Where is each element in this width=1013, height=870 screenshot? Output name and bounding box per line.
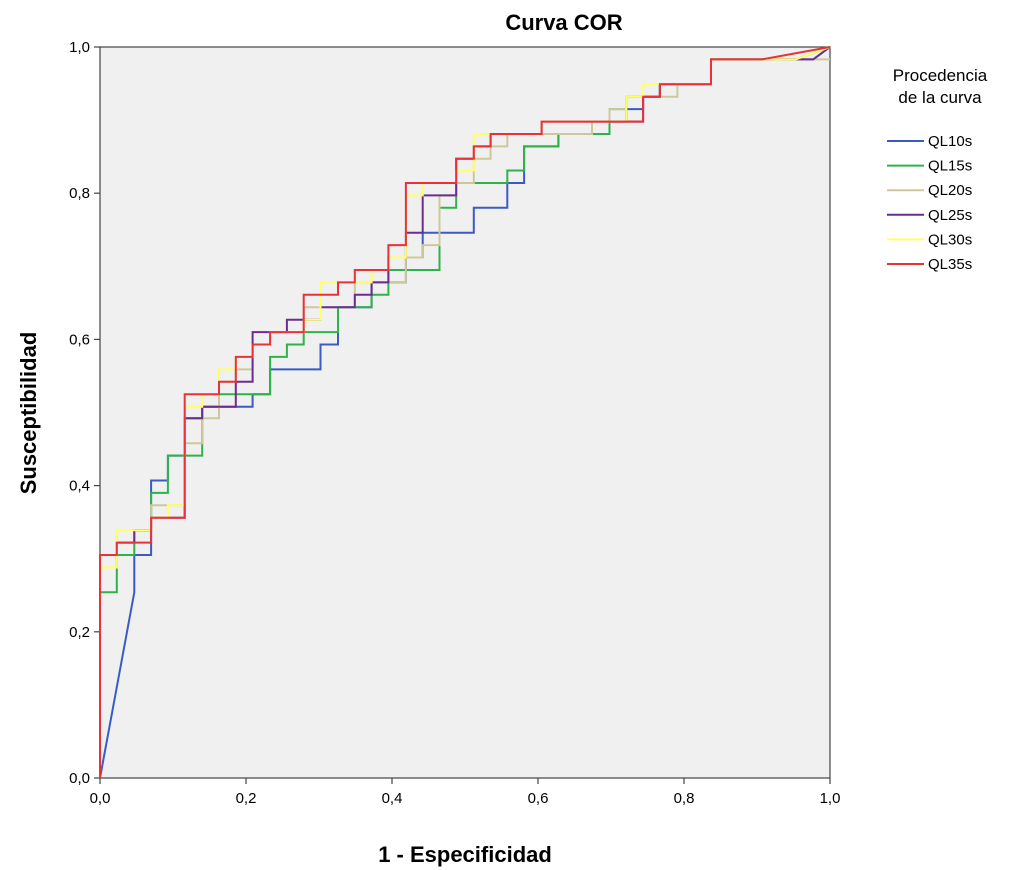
series-line-ql35s [99, 46, 831, 778]
legend-label: QL30s [928, 231, 972, 248]
y-tick-label: 0,2 [69, 624, 90, 641]
y-tick-label: 0,0 [69, 770, 90, 787]
legend-item-ql20s: QL20s [887, 182, 972, 199]
legend-label: QL25s [928, 207, 972, 224]
y-tick-label: 1,0 [69, 39, 90, 56]
legend-label: QL35s [928, 256, 972, 273]
chart-title: Curva COR [505, 10, 622, 35]
legend-title-line-2: de la curva [898, 88, 982, 107]
x-tick-label: 0,8 [674, 790, 695, 807]
x-tick-label: 0,0 [90, 790, 111, 807]
legend-label: QL15s [928, 158, 972, 175]
y-axis-label: Susceptibilidad [16, 332, 41, 495]
legend-item-ql15s: QL15s [887, 158, 972, 175]
legend-title-line-1: Procedencia [893, 66, 988, 85]
legend-label: QL10s [928, 133, 972, 150]
x-axis-label: 1 - Especificidad [378, 842, 552, 867]
legend-item-ql35s: QL35s [887, 256, 972, 273]
x-tick-label: 0,4 [382, 790, 403, 807]
axis-ticks: 0,0 0,2 0,4 0,6 0,8 1,0 0,0 0,2 0,4 0,6 0,8 1,0 [69, 39, 840, 807]
legend-items: QL10s QL15s QL20s QL25s QL30s QL35s [887, 133, 972, 273]
legend-item-ql10s: QL10s [887, 133, 972, 150]
y-tick-label: 0,6 [69, 331, 90, 348]
x-tick-label: 1,0 [820, 790, 841, 807]
legend-item-ql30s: QL30s [887, 231, 972, 248]
y-tick-label: 0,4 [69, 478, 90, 495]
y-tick-label: 0,8 [69, 185, 90, 202]
legend-label: QL20s [928, 182, 972, 199]
plot-area [99, 46, 831, 779]
x-tick-label: 0,6 [528, 790, 549, 807]
series-lines [99, 46, 831, 779]
x-tick-label: 0,2 [236, 790, 257, 807]
legend-item-ql25s: QL25s [887, 207, 972, 224]
legend: Procedencia de la curva QL10sQL15sQL20sQ… [887, 66, 988, 273]
